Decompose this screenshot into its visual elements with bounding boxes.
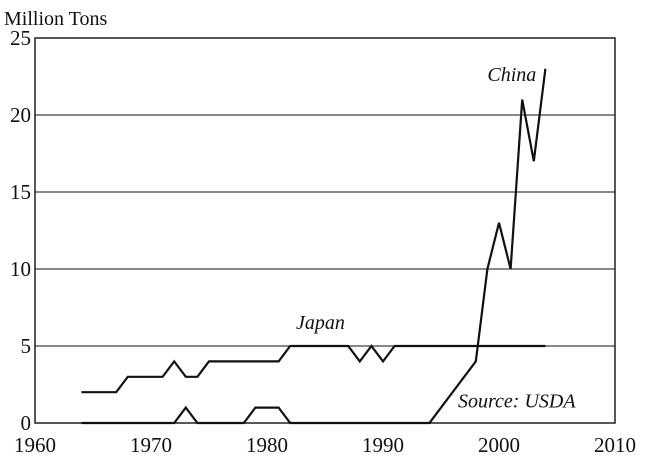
x-tick-label: 1960: [14, 433, 56, 457]
x-tick-label: 2010: [594, 433, 636, 457]
y-tick-label: 15: [10, 180, 31, 204]
y-tick-label: 25: [10, 26, 31, 50]
y-axis-title: Million Tons: [4, 8, 107, 30]
japan-series-label: Japan: [296, 312, 345, 334]
series-lines: [81, 68, 547, 425]
y-tick-labels: 0 5 10 15 20 25: [10, 26, 31, 435]
x-tick-label: 1970: [130, 433, 172, 457]
gridlines: [35, 37, 615, 424]
x-tick-label: 1990: [362, 433, 404, 457]
x-tick-label: 1980: [246, 433, 288, 457]
source-note: Source: USDA: [458, 391, 576, 413]
series-line-china: [81, 68, 547, 425]
china-series-label: China: [487, 64, 536, 86]
y-tick-label: 5: [21, 334, 32, 358]
x-tick-labels: 1960 1970 1980 1990 2000 2010: [14, 433, 636, 457]
y-tick-label: 20: [10, 103, 31, 127]
plot-frame: [34, 37, 616, 424]
x-tick-label: 2000: [478, 433, 520, 457]
y-tick-label: 0: [21, 411, 32, 435]
series-line-japan: [81, 344, 546, 394]
y-tick-label: 10: [10, 257, 31, 281]
